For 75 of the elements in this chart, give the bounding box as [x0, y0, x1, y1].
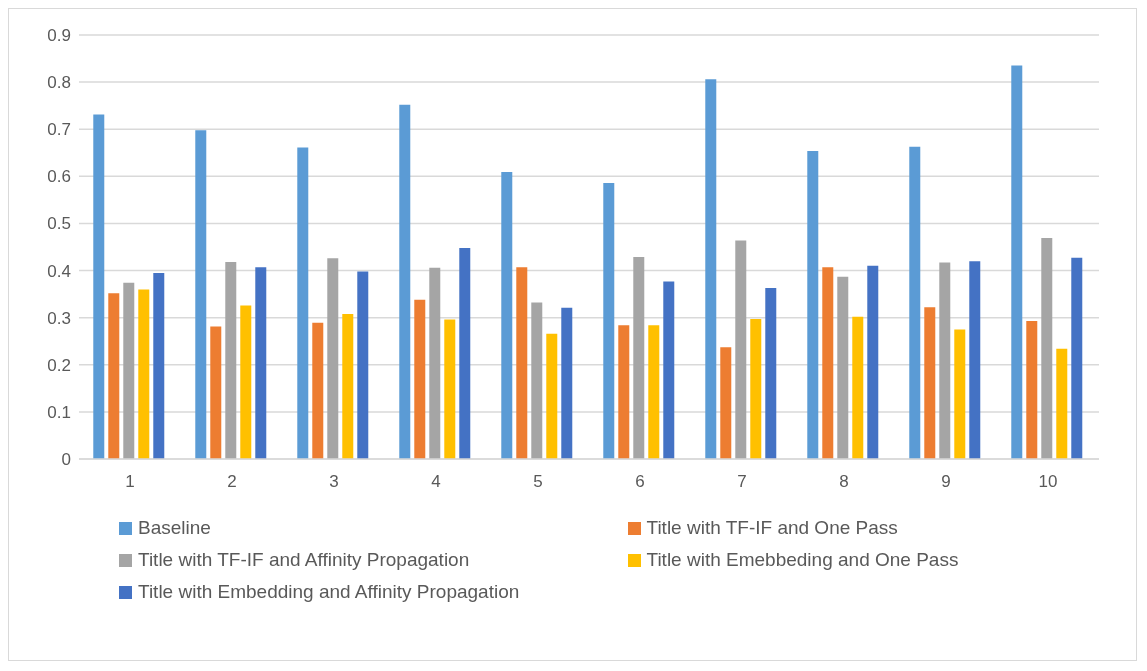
bar [297, 147, 309, 459]
legend-label: Title with TF-IF and One Pass [646, 517, 898, 539]
y-tick-label: 0.5 [47, 214, 71, 234]
bar [603, 182, 615, 459]
x-tick-label: 2 [227, 472, 237, 492]
bar [1071, 257, 1083, 459]
y-tick-label: 0.1 [47, 402, 71, 422]
bar [138, 289, 150, 459]
bar [93, 114, 105, 459]
bar [195, 130, 207, 459]
x-tick-label: 7 [737, 472, 747, 492]
bar [357, 271, 369, 459]
bar [546, 333, 558, 459]
bar [909, 146, 921, 459]
bar [210, 326, 222, 459]
y-tick-label: 0.3 [47, 308, 71, 328]
x-tick-label: 5 [533, 472, 543, 492]
bar [153, 272, 165, 459]
bar [648, 325, 660, 459]
bar [924, 307, 936, 459]
bar [342, 313, 354, 459]
bar [516, 267, 528, 459]
y-tick-label: 0.9 [47, 26, 71, 46]
x-tick-label: 8 [839, 472, 849, 492]
y-tick-label: 0.4 [47, 261, 71, 281]
bar [459, 247, 471, 459]
bar [123, 282, 135, 459]
bar [225, 262, 237, 459]
y-tick-label: 0.8 [47, 73, 71, 93]
legend-label: Baseline [138, 517, 211, 539]
bar [1026, 320, 1038, 459]
x-tick-label: 3 [329, 472, 339, 492]
y-tick-label: 0.7 [47, 120, 71, 140]
bar [750, 319, 762, 459]
bar [954, 329, 966, 459]
bar [429, 267, 441, 459]
bar [399, 104, 411, 459]
bar [444, 319, 456, 459]
bar [255, 267, 267, 459]
bar [837, 276, 849, 459]
x-tick-label: 6 [635, 472, 645, 492]
bar [108, 293, 120, 459]
bar [1056, 348, 1068, 459]
legend-label: Title with Emebbeding and One Pass [646, 549, 959, 571]
bar [561, 307, 573, 459]
bar [969, 261, 981, 459]
bar [822, 267, 834, 459]
bar [501, 172, 513, 459]
bar [618, 325, 630, 459]
bar [531, 302, 543, 459]
y-tick-label: 0 [61, 450, 71, 470]
bar [312, 322, 324, 459]
bar [240, 305, 252, 459]
bar [939, 262, 951, 459]
legend-label: Title with Embedding and Affinity Propagation [138, 581, 520, 603]
x-tick-label: 9 [941, 472, 951, 492]
bar [765, 287, 777, 459]
x-tick-label: 4 [431, 472, 441, 492]
bar [663, 281, 675, 459]
bar [705, 79, 717, 459]
x-tick-label: 10 [1038, 472, 1058, 492]
y-tick-label: 0.6 [47, 167, 71, 187]
bar [414, 299, 426, 459]
bar [807, 150, 819, 459]
bar [852, 316, 864, 459]
bar [1011, 65, 1023, 459]
bar [327, 258, 339, 459]
bar [633, 256, 645, 459]
x-tick-label: 1 [125, 472, 135, 492]
bar [1041, 238, 1053, 459]
bar [720, 347, 732, 459]
legend-label: Title with TF-IF and Affinity Propagation [138, 549, 470, 571]
bar [735, 240, 747, 459]
y-tick-label: 0.2 [47, 355, 71, 375]
bar [867, 265, 879, 459]
